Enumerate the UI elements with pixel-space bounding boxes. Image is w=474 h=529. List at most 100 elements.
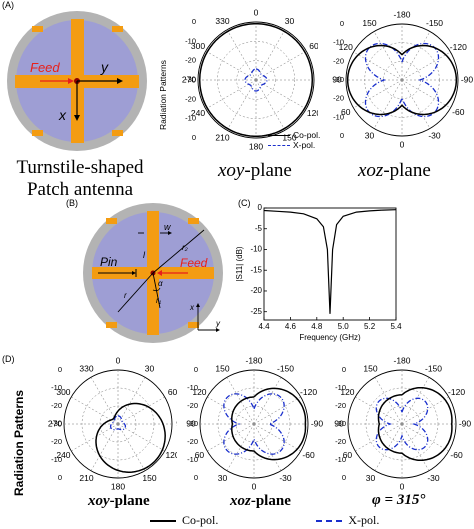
legend-d-co-line (150, 519, 176, 522)
polar-d1-copol-trace (95, 402, 166, 473)
polar-d1-radial-tick-4: -20 (51, 437, 62, 446)
polar-d3-angle-label-5: -30 (427, 473, 440, 483)
polar-d1-angle-label-10: 300 (56, 387, 70, 397)
polar-a2-angle-label-11: 150 (362, 18, 376, 28)
polar-a2-spoke-7 (373, 79, 403, 129)
dim-r1: r₁ (156, 296, 162, 305)
polar-d1-spoke-4 (117, 423, 165, 452)
polar-d3-angle-label-0: -180 (393, 356, 410, 365)
polar-d1-spoke-1 (117, 377, 146, 425)
turnstile-antenna-diagram: Feed x y (7, 11, 147, 151)
xoy-plane-var-a: xoy (218, 160, 245, 181)
s11-series-line (263, 209, 397, 314)
polar-d3-copol-trace (377, 386, 453, 462)
polar-a2-radial-tick-0: 0 (340, 19, 344, 28)
legend-a-co: Co-pol. (268, 130, 320, 140)
panel-a-tag: (A) (2, 0, 14, 10)
polar-d1-spoke-11 (90, 377, 119, 425)
dim-x: x (189, 303, 195, 312)
polar-d3-spoke-5 (401, 423, 430, 471)
radiation-patterns-label-d: Radiation Patterns (12, 390, 26, 496)
caption-line-2: Patch antenna (26, 179, 134, 200)
s11-xtick-label-3: 5.0 (338, 322, 350, 331)
polar-a1-angle-label-10: 300 (191, 41, 205, 51)
polar-d3-radial-tick-0: 0 (342, 365, 346, 374)
polar-d2-angle-label-6: 0 (252, 481, 257, 491)
polar-d1-angle-label-9: 270 (48, 418, 62, 428)
polar-d2-angle-label-7: 30 (218, 473, 228, 483)
polar-a1-angle-label-8: 240 (191, 108, 205, 118)
polar-a2-radial-tick-5: -10 (333, 112, 344, 121)
polar-xoy-plane-a: 03060901201501802102402703003300-10-20-3… (182, 8, 318, 151)
polar-d3-angle-label-10: 120 (340, 387, 354, 397)
polar-d2-radial-tick-3: -30 (187, 419, 198, 428)
polar-a1-angle-label-5: 150 (282, 132, 296, 142)
xoz-plane-var-d: xoz (230, 493, 251, 509)
radiation-patterns-label: Radiation Patterns (158, 60, 168, 130)
polar-d1-angle-label-4: 120 (165, 450, 177, 460)
polar-d1-radial-tick-3: -30 (51, 419, 62, 428)
dim-alpha: α (158, 279, 163, 288)
s11-xtick-label-2: 4.8 (311, 322, 323, 331)
polar-d2-radial-tick-4: -20 (187, 437, 198, 446)
polar-d2-radial-tick-6: 0 (194, 473, 198, 482)
polar-a1-spoke-1 (255, 29, 286, 81)
polar-d3-angle-label-8: 60 (343, 450, 353, 460)
polar-d3-angle-label-7: 30 (366, 473, 376, 483)
polar-d2-angle-label-10: 120 (192, 387, 206, 397)
panel-a-ylabel: Radiation Patterns (158, 60, 168, 130)
polar-d3-angle-label-1: -150 (425, 364, 442, 374)
polar-d1-angle-label-5: 150 (142, 473, 156, 483)
polar-a2-angle-label-3: -90 (461, 74, 474, 84)
s11-xtick-label-4: 5.2 (364, 322, 376, 331)
polar-d1-angle-label-6: 180 (111, 481, 125, 491)
s11-xtick-label-0: 4.4 (258, 322, 270, 331)
polar-a1-ring-1 (236, 60, 276, 100)
feed-label: Feed (30, 60, 60, 75)
polar-d3-radial-tick-3: -30 (335, 419, 346, 428)
polar-a2-outer-ring (345, 23, 459, 137)
s11-xtick-label-1: 4.6 (285, 322, 297, 331)
dim-r2: r₂ (182, 243, 188, 252)
xoy-plane-var-d: xoy (88, 493, 110, 509)
dim-feed: Feed (180, 256, 208, 270)
polar-d1-radial-tick-5: -10 (51, 455, 62, 464)
polar-xoz-plane-a: -180 -150 -120 -90 -60 -30 0 30 60 90 120 150 0 -10 -2… (332, 9, 474, 149)
polar-d3-angle-label-6: 0 (400, 481, 405, 491)
legend-d: Co-pol. X-pol. (150, 513, 379, 528)
polar-d2-spoke-7 (226, 423, 255, 471)
polar-a2-spoke-11 (373, 31, 403, 81)
s11-plot-frame (263, 207, 397, 321)
polar-a2-radial-tick-6: 0 (340, 131, 344, 140)
polar-a2-angle-label-4: -60 (452, 107, 465, 117)
dim-r: r (124, 291, 127, 300)
legend-d-x-line (316, 519, 343, 522)
xoy-plane-word-a: -plane (244, 160, 292, 181)
polar-a2-angle-label-9: 90 (332, 74, 342, 84)
polar-a2-angle-label-2: -120 (450, 42, 467, 52)
legend-a-x-label: X-pol. (293, 140, 316, 150)
polar-a1-radial-tick-1: -10 (185, 36, 196, 45)
panel-c-tag: (C) (238, 198, 251, 208)
polar-d3-radial-tick-6: 0 (342, 473, 346, 482)
polar-d3-spoke-11 (374, 377, 403, 425)
polar-a1-angle-label-4: 120 (307, 108, 318, 118)
polar-a1-spoke-8 (205, 79, 257, 110)
polar-d2-spoke-10 (207, 396, 255, 425)
polar-a2-spoke-1 (401, 31, 431, 81)
polar-d3-spoke-1 (401, 377, 430, 425)
polar-a2-spoke-8 (353, 79, 403, 109)
polar-a1-radial-tick-2: -20 (185, 56, 196, 65)
polar-d3-radial-tick-1: -10 (335, 383, 346, 392)
s11-ylabel: |S11| (dB) (236, 246, 244, 281)
xoy-plane-caption-a: xoy-plane (218, 160, 292, 182)
polar-xoy-plane-d: 0 30 60 90 120 150 180 210 240 270 300 330 0 -10 -20 -3… (48, 356, 177, 491)
polar-a1-radial-tick-5: -10 (185, 114, 196, 123)
polar-a2-radial-tick-3: -30 (333, 75, 344, 84)
panel-d-tag: (D) (2, 354, 15, 364)
s11-ytick-label-0: 0 (258, 203, 263, 212)
polar-a2-angle-label-5: -30 (428, 131, 441, 141)
polar-d2-angle-label-11: 150 (215, 364, 229, 374)
panel-b-tag: (B) (66, 198, 78, 208)
polar-a1-ring-2 (217, 41, 295, 119)
